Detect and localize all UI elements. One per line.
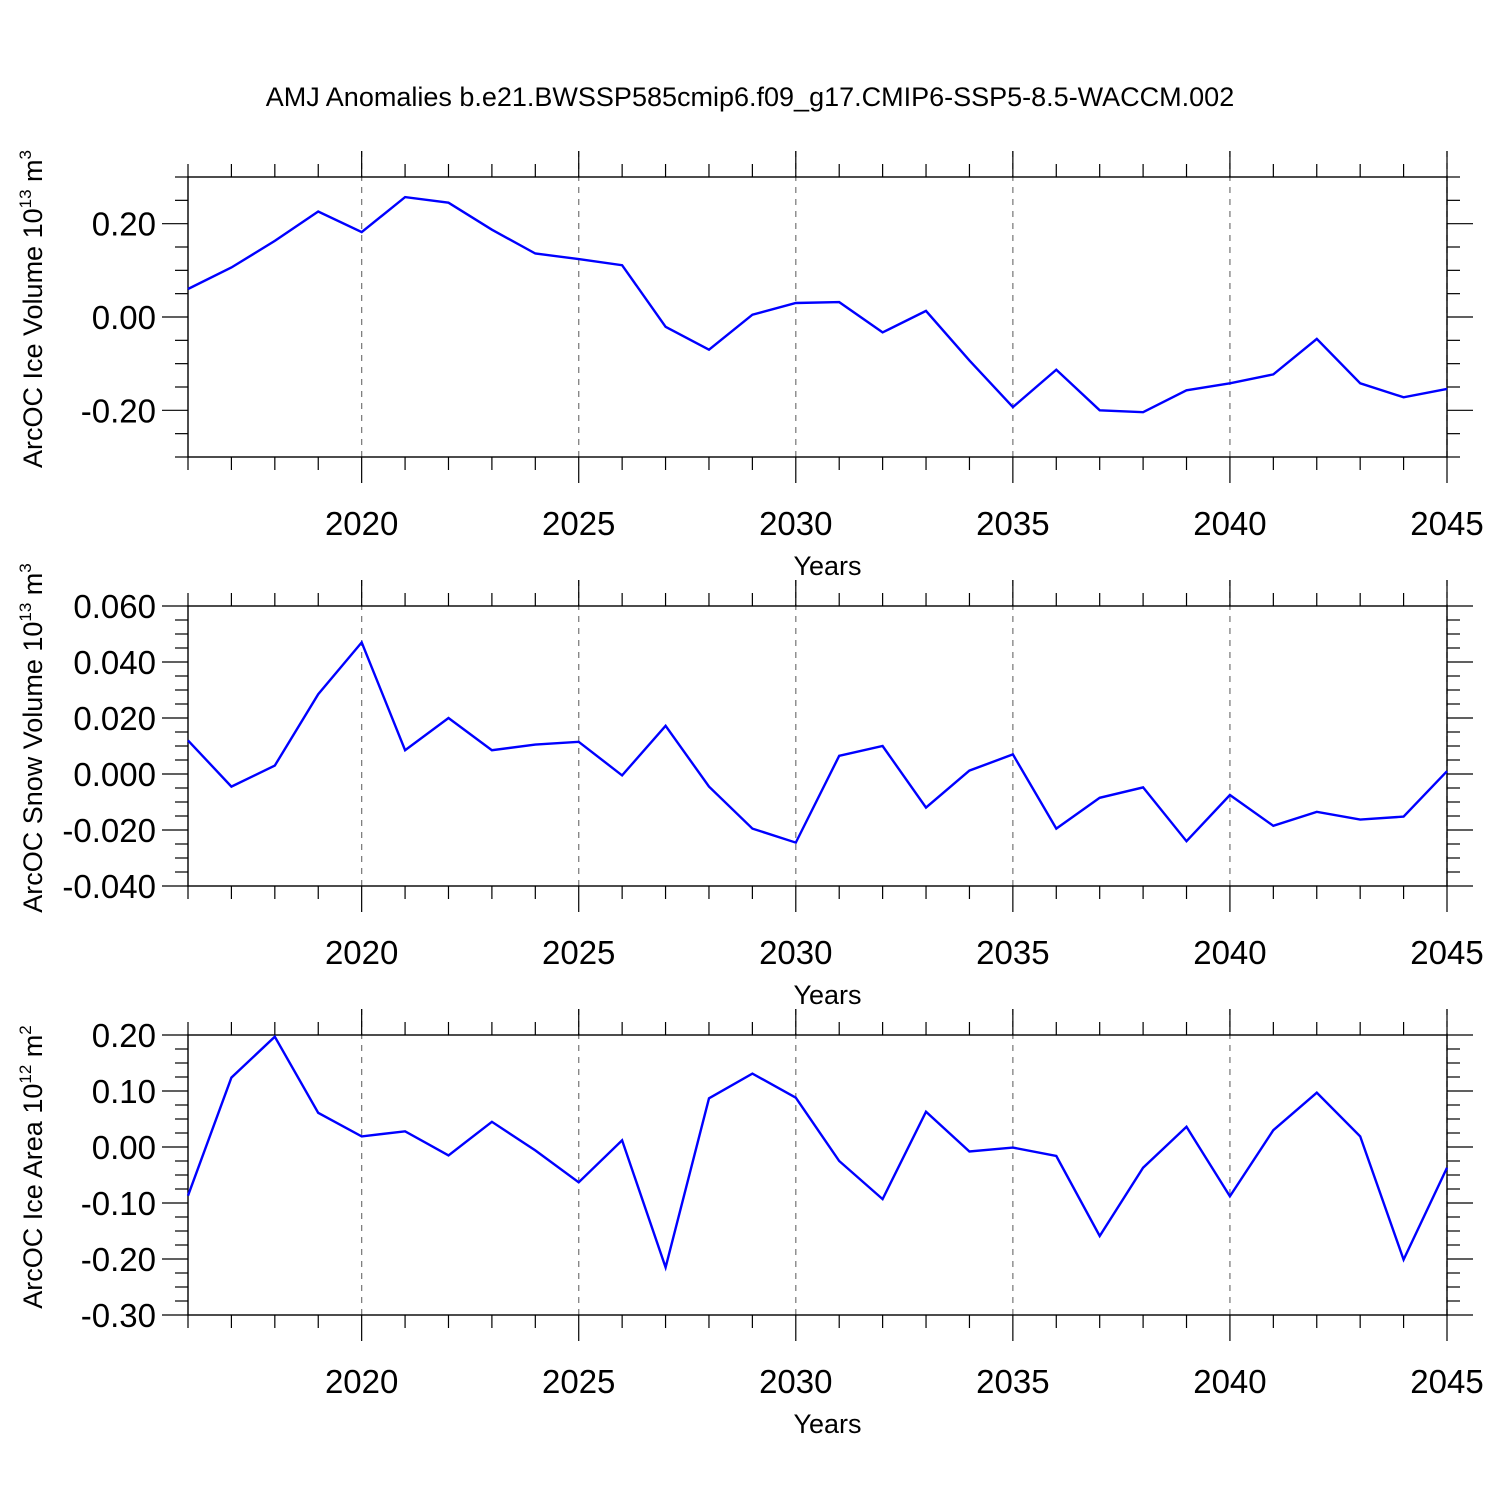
y-tick-label: -0.20 bbox=[81, 1241, 156, 1278]
series-line bbox=[187, 195, 1448, 414]
x-tick-label: 2025 bbox=[542, 1363, 615, 1400]
x-tick-label: 2040 bbox=[1193, 505, 1266, 542]
x-tick-label: 2025 bbox=[542, 934, 615, 971]
y-axis-title: ArcOC Ice Volume 1013 m3 bbox=[16, 150, 48, 468]
x-tick-label: 2020 bbox=[325, 505, 398, 542]
x-tick-label: 2045 bbox=[1410, 1363, 1483, 1400]
x-axis-title: Years bbox=[793, 980, 861, 1010]
x-tick-label: 2020 bbox=[325, 934, 398, 971]
plot-frame bbox=[187, 176, 1448, 458]
x-tick-label: 2045 bbox=[1410, 934, 1483, 971]
x-axis-title: Years bbox=[793, 1409, 861, 1439]
plot-frame bbox=[187, 605, 1448, 887]
y-tick-label: 0.00 bbox=[92, 1129, 156, 1166]
y-axis-title: ArcOC Snow Volume 1013 m3 bbox=[16, 563, 48, 913]
y-tick-label: 0.000 bbox=[73, 756, 156, 793]
y-tick-label: -0.10 bbox=[81, 1185, 156, 1222]
y-tick-label: -0.020 bbox=[62, 812, 156, 849]
series-line bbox=[186, 1034, 1449, 1272]
panel-2: 2020 2025 2030 2035 2040 2045 -0.040 -0.020 0.00… bbox=[16, 563, 1484, 1010]
x-tick-label: 2040 bbox=[1193, 934, 1266, 971]
y-tick-label: -0.30 bbox=[81, 1297, 156, 1334]
series-line bbox=[187, 640, 1448, 845]
x-tick-label: 2045 bbox=[1410, 505, 1483, 542]
x-tick-label: 2025 bbox=[542, 505, 615, 542]
y-axis-title: ArcOC Ice Area 1012 m2 bbox=[16, 1025, 48, 1309]
x-tick-label: 2035 bbox=[976, 505, 1049, 542]
y-tick-label: 0.20 bbox=[92, 1017, 156, 1054]
page-title: AMJ Anomalies b.e21.BWSSP585cmip6.f09_g1… bbox=[265, 82, 1235, 112]
x-axis-title: Years bbox=[793, 551, 861, 581]
x-tick-label: 2035 bbox=[976, 934, 1049, 971]
plot-frame bbox=[187, 1034, 1448, 1316]
y-tick-label: -0.040 bbox=[62, 868, 156, 905]
x-tick-label: 2020 bbox=[325, 1363, 398, 1400]
y-tick-label: 0.20 bbox=[92, 206, 156, 243]
x-tick-label: 2030 bbox=[759, 505, 832, 542]
y-tick-label: 0.060 bbox=[73, 588, 156, 625]
y-tick-label: 0.00 bbox=[92, 299, 156, 336]
x-tick-label: 2035 bbox=[976, 1363, 1049, 1400]
y-tick-label: 0.10 bbox=[92, 1073, 156, 1110]
x-tick-label: 2030 bbox=[759, 1363, 832, 1400]
y-tick-label: -0.20 bbox=[81, 392, 156, 429]
panel-1: 2020 2025 2030 2035 2040 2045 -0.20 0.00 0.20 Yea… bbox=[16, 150, 1484, 581]
y-tick-label: 0.020 bbox=[73, 700, 156, 737]
x-tick-label: 2040 bbox=[1193, 1363, 1266, 1400]
x-tick-label: 2030 bbox=[759, 934, 832, 971]
y-tick-label: 0.040 bbox=[73, 644, 156, 681]
panel-3: 2020 2025 2030 2035 2040 2045 -0.30 -0.20 -0.10 0… bbox=[16, 1009, 1484, 1439]
